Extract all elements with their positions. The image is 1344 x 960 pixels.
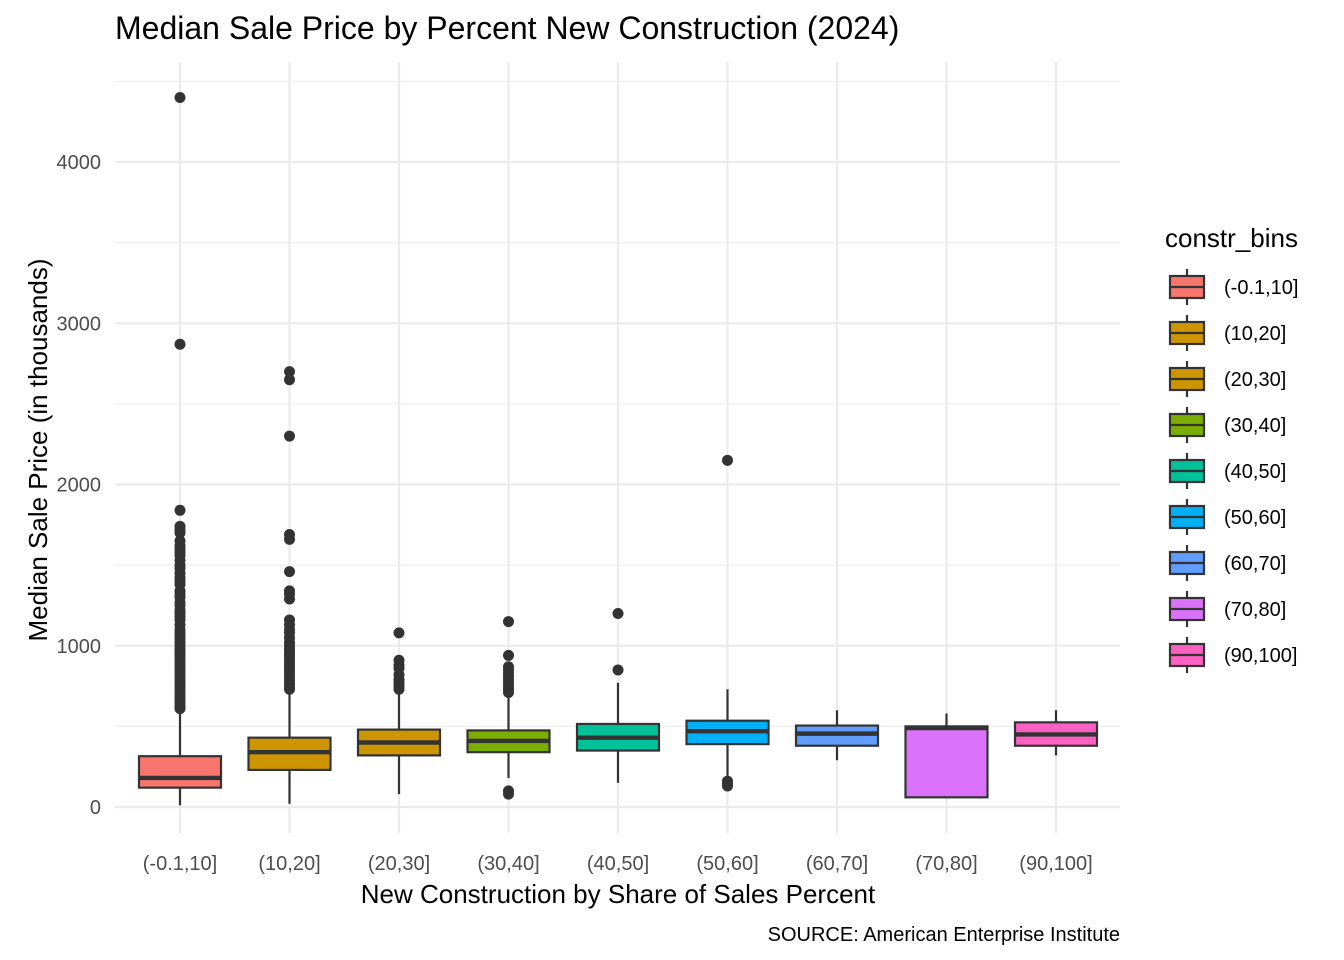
x-tick-label: (50,60] — [696, 853, 758, 875]
x-tick-label: (10,20] — [258, 853, 320, 875]
legend-item-5: (40,50] — [1168, 453, 1286, 489]
box-2 — [247, 366, 332, 804]
legend-item-2: (10,20] — [1168, 315, 1286, 351]
box-1 — [137, 92, 223, 806]
outlier-point — [503, 649, 514, 661]
legend-item-4: (30,40] — [1168, 407, 1286, 443]
outlier-point — [284, 366, 295, 378]
x-tick-label: (70,80] — [915, 853, 977, 875]
box-3 — [356, 627, 442, 795]
x-tick-label: (40,50] — [587, 853, 649, 875]
legend-item-8: (70,80] — [1168, 591, 1286, 627]
legend-label: (70,80] — [1224, 599, 1286, 621]
outlier-point — [174, 527, 186, 539]
outlier-point — [284, 533, 295, 545]
y-tick-label: 4000 — [57, 152, 102, 174]
legend-item-9: (90,100] — [1168, 637, 1297, 673]
y-tick-labels: 0 1000 2000 3000 4000 — [57, 152, 102, 819]
box-4 — [466, 616, 551, 800]
box-9 — [1013, 710, 1099, 756]
legend-label: (-0.1,10] — [1224, 277, 1298, 299]
legend-item-7: (60,70] — [1168, 545, 1286, 581]
legend-label: (60,70] — [1224, 553, 1286, 575]
legend-label: (20,30] — [1224, 369, 1286, 391]
outlier-point — [503, 788, 514, 800]
outlier-point — [174, 504, 186, 516]
outlier-point — [503, 616, 514, 628]
legend-label: (10,20] — [1224, 323, 1286, 345]
outlier-point — [284, 683, 295, 695]
outlier-point — [393, 683, 405, 695]
y-tick-label: 1000 — [57, 636, 102, 658]
x-tick-label: (60,70] — [806, 853, 868, 875]
outlier-point — [284, 593, 295, 605]
legend-label: (30,40] — [1224, 415, 1286, 437]
box-6 — [685, 454, 770, 792]
outlier-point — [503, 687, 514, 699]
legend-label: (40,50] — [1224, 461, 1286, 483]
outlier-point — [722, 780, 733, 792]
outlier-point — [174, 338, 186, 350]
legend-label: (90,100] — [1224, 645, 1297, 667]
boxes — [137, 92, 1099, 806]
outlier-point — [284, 374, 295, 386]
outlier-point — [612, 664, 624, 676]
outlier-point — [722, 454, 733, 466]
outlier-point — [284, 566, 295, 578]
y-tick-label: 0 — [90, 797, 101, 819]
box-8 — [904, 713, 989, 799]
outlier-point — [174, 703, 186, 715]
x-tick-label: (20,30] — [368, 853, 430, 875]
legend-item-1: (-0.1,10] — [1168, 269, 1298, 305]
legend-item-6: (50,60] — [1168, 499, 1286, 535]
y-tick-label: 2000 — [57, 475, 102, 497]
chart-title: Median Sale Price by Percent New Constru… — [115, 10, 899, 46]
y-tick-label: 3000 — [57, 313, 102, 335]
outlier-point — [174, 92, 186, 103]
legend-title: constr_bins — [1165, 223, 1298, 253]
outlier-point — [284, 430, 295, 442]
outlier-point — [393, 627, 405, 639]
x-tick-label: (90,100] — [1019, 853, 1092, 875]
legend-label: (50,60] — [1224, 507, 1286, 529]
outlier-point — [612, 608, 624, 619]
x-tick-label: (30,40] — [477, 853, 539, 875]
caption: SOURCE: American Enterprise Institute — [768, 924, 1120, 946]
x-tick-label: (-0.1,10] — [143, 853, 217, 875]
box-iqr — [904, 725, 989, 799]
box-5 — [575, 608, 661, 783]
box-iqr — [137, 755, 223, 789]
y-axis-title: Median Sale Price (in thousands) — [23, 259, 53, 642]
x-axis-title: New Construction by Share of Sales Perce… — [361, 879, 876, 909]
legend-item-3: (20,30] — [1168, 361, 1286, 397]
box-7 — [794, 710, 880, 761]
x-tick-labels: (-0.1,10] (10,20] (20,30] (30,40] (40,50] (50… — [143, 853, 1093, 875]
legend: (-0.1,10] (10,20] (20,30] (30,40] (40,50] (50… — [1168, 269, 1298, 673]
